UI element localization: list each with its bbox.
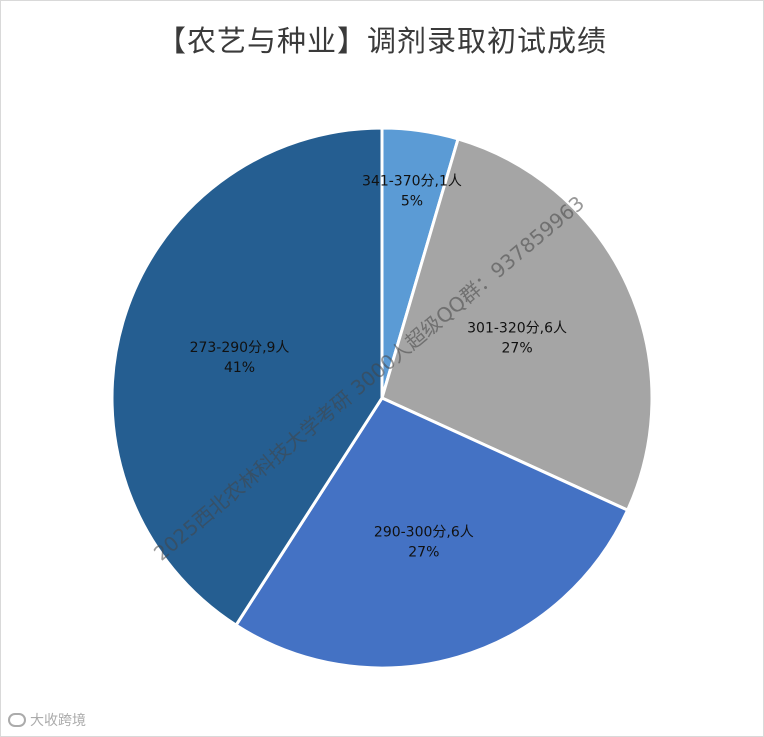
slice-label-2: 290-300分,6人 [374,524,474,540]
pie-slice-3 [110,126,384,627]
pie-slice-1 [380,137,654,512]
slice-percent-3: 41% [224,360,255,376]
slice-label-0: 341-370分,1人 [362,174,462,190]
slice-percent-2: 27% [408,544,439,560]
chart-title: 【农艺与种业】调剂录取初试成绩 [156,24,607,58]
logo-text: 大收跨境 [30,713,86,729]
corner-logo: 大收跨境 [8,710,86,730]
slice-percent-0: 5% [401,194,423,210]
slice-label-3: 273-290分,9人 [190,340,290,356]
pie-slice-2 [234,396,630,670]
slice-percent-1: 27% [502,340,533,356]
slice-label-1: 301-320分,6人 [467,320,567,336]
logo-icon [8,713,26,727]
